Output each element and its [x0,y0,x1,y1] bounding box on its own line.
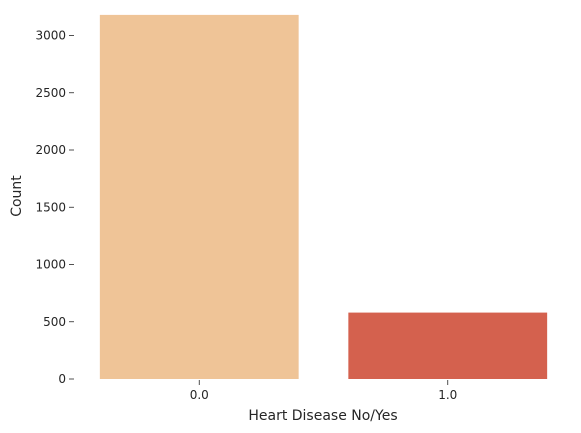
y-tick-label: 3000 [35,29,66,43]
bars [99,14,548,379]
x-tick-label: 1.0 [438,388,457,402]
x-axis-label: Heart Disease No/Yes [248,408,397,424]
bar-0.0 [99,14,299,379]
y-tick-label: 1500 [35,200,66,214]
y-tick-label: 0 [58,372,66,386]
y-tick-label: 500 [43,315,66,329]
bar-1.0 [348,312,548,379]
x-tick-label: 0.0 [190,388,209,402]
y-axis-label: Count [9,175,25,217]
x-axis: 0.0 1.0 [190,380,457,402]
y-axis: 0 500 1000 1500 2000 2500 3000 [35,29,74,386]
y-tick-label: 2500 [35,86,66,100]
y-tick-label: 1000 [35,258,66,272]
y-tick-label: 2000 [35,143,66,157]
